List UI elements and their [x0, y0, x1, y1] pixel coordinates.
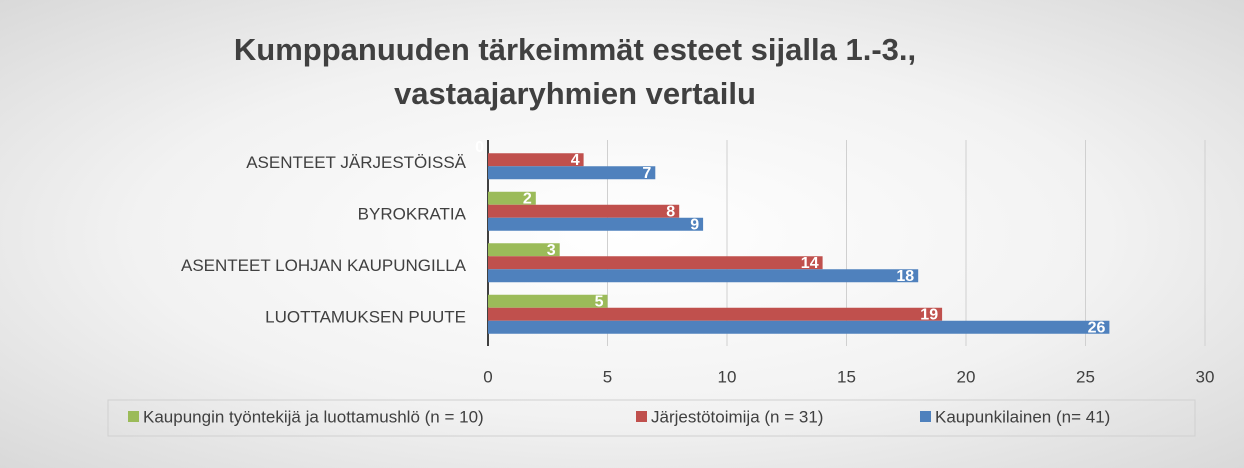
x-tick-label: 30 [1196, 367, 1215, 386]
legend-swatch [128, 411, 139, 422]
x-tick-label: 25 [1076, 367, 1095, 386]
bar [488, 204, 680, 218]
bar [488, 217, 704, 231]
chart-title: Kumppanuuden tärkeimmät esteet sijalla 1… [233, 32, 917, 111]
legend-swatch [636, 411, 647, 422]
legend-label: Kaupungin työntekijä ja luottamushlö (n … [143, 407, 484, 426]
bar [488, 166, 656, 180]
legend-label: Kaupunkilainen (n= 41) [935, 407, 1110, 426]
value-label: 26 [1088, 319, 1106, 336]
value-label: 3 [547, 242, 556, 259]
y-tick-label: LUOTTAMUKSEN PUUTE [265, 308, 466, 327]
y-tick-label: ASENTEET LOHJAN KAUPUNGILLA [181, 256, 467, 275]
bar [488, 307, 943, 321]
value-label: 9 [690, 216, 699, 233]
bar [488, 320, 1110, 334]
value-label: 18 [896, 268, 914, 285]
legend-box [107, 399, 1196, 437]
x-tick-label: 20 [957, 367, 976, 386]
x-tick-label: 10 [718, 367, 737, 386]
value-label: 0 [475, 139, 484, 156]
value-label: 7 [642, 165, 651, 182]
bar [488, 256, 823, 270]
legend-label: Järjestötoimija (n = 31) [651, 407, 823, 426]
legend-swatch [920, 411, 931, 422]
x-tick-label: 5 [603, 367, 612, 386]
value-label: 5 [595, 293, 604, 310]
value-label: 2 [523, 190, 532, 207]
value-label: 8 [666, 203, 675, 220]
bar [488, 243, 560, 257]
value-label: 14 [801, 255, 819, 272]
value-label: 4 [571, 152, 580, 169]
bar [488, 269, 919, 283]
y-tick-label: ASENTEET JÄRJESTÖISSÄ [246, 153, 466, 172]
y-tick-label: BYROKRATIA [358, 205, 467, 224]
bar [488, 191, 536, 205]
x-tick-label: 0 [483, 367, 492, 386]
bar [488, 153, 584, 167]
bar [488, 294, 608, 308]
x-tick-label: 15 [837, 367, 856, 386]
value-label: 19 [920, 306, 938, 323]
